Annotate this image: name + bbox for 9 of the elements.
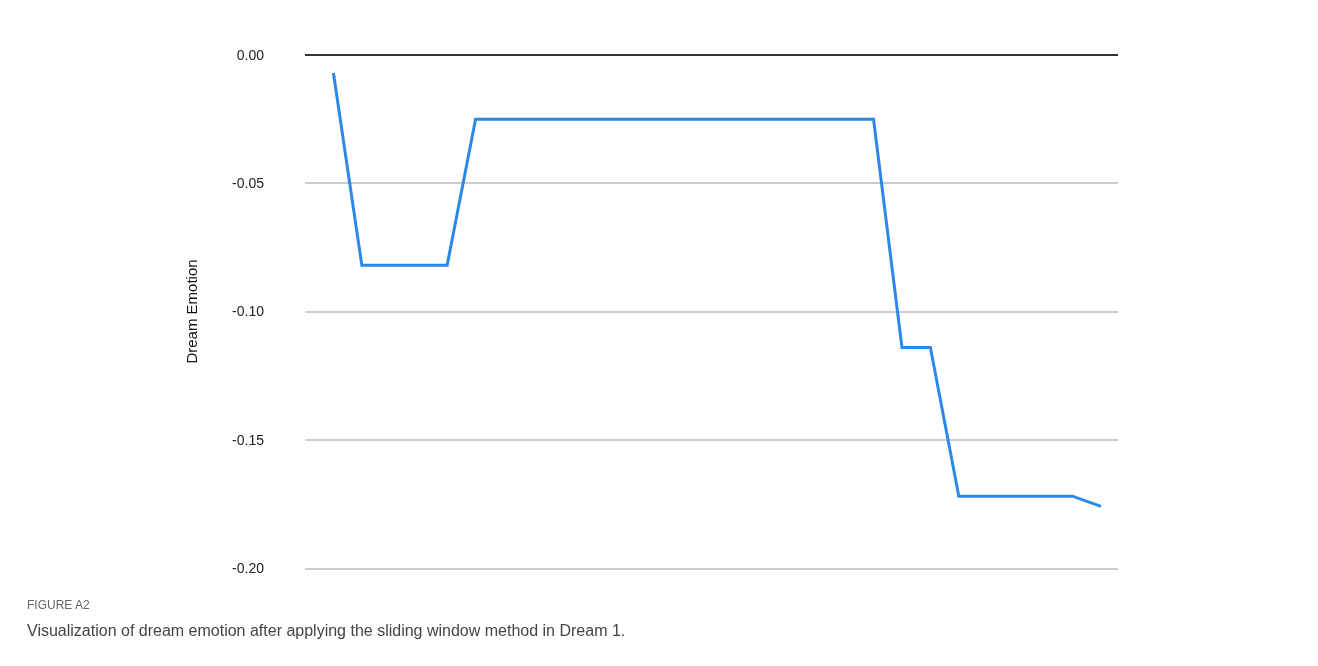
- y-tick-label: -0.10: [232, 303, 265, 320]
- y-tick-label: -0.05: [232, 175, 265, 192]
- y-tick-label: -0.20: [232, 559, 265, 576]
- text: Visualization of dream emotion after applying the sliding window method in Dream 1.: [27, 622, 626, 639]
- y-axis-title: Dream Emotion: [183, 259, 201, 364]
- y-tick-label: -0.15: [232, 431, 265, 448]
- y-tick-label: 0.00: [236, 46, 265, 63]
- caption: FIGURE A2: [27, 598, 91, 612]
- line-series: [331, 71, 1103, 508]
